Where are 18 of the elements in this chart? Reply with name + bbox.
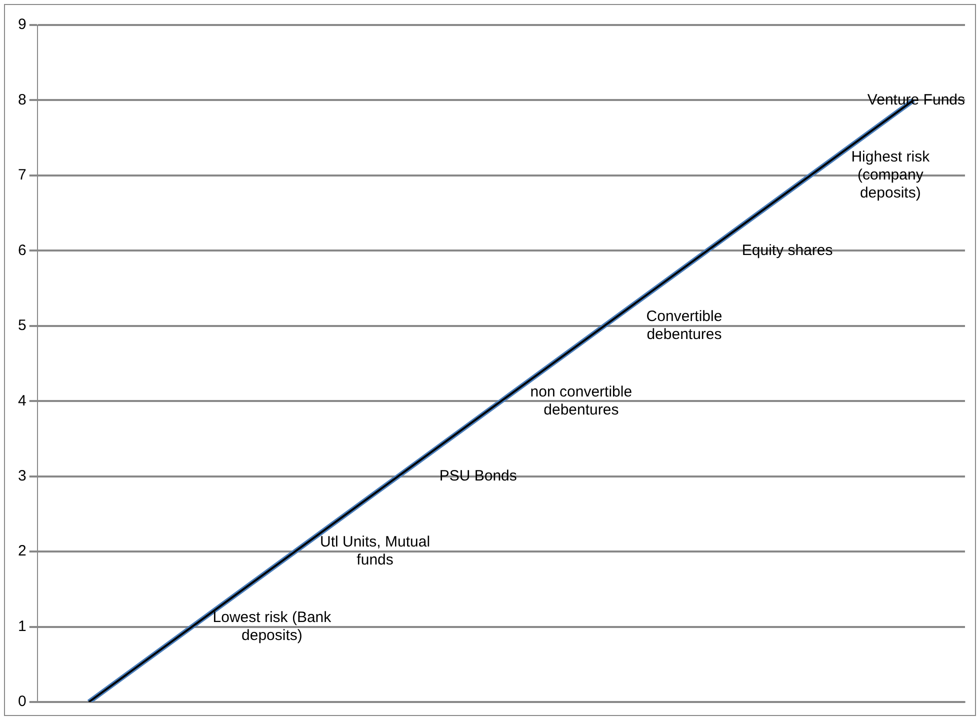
y-tick-label: 6 [18, 242, 26, 259]
y-tick-label: 2 [18, 542, 26, 560]
y-tick-label: 3 [18, 467, 26, 484]
y-tick-label: 1 [18, 618, 26, 635]
y-tick-label: 5 [18, 317, 26, 334]
annotation: non convertible debentures [530, 383, 632, 418]
annotation: Utl Units, Mutual funds [320, 534, 430, 569]
annotation: PSU Bonds [439, 467, 517, 484]
annotation: Equity shares [742, 242, 833, 259]
annotation: Highest risk (company deposits) [851, 148, 930, 202]
y-tick-label: 9 [18, 16, 26, 34]
annotation: Lowest risk (Bank deposits) [212, 608, 332, 644]
annotation: Convertible debentures [646, 308, 722, 344]
y-tick-label: 8 [18, 91, 26, 108]
annotation: Venture Funds [867, 91, 966, 108]
y-tick-label: 0 [18, 693, 26, 710]
y-tick-label: 7 [18, 166, 26, 184]
y-tick-label: 4 [18, 392, 26, 410]
